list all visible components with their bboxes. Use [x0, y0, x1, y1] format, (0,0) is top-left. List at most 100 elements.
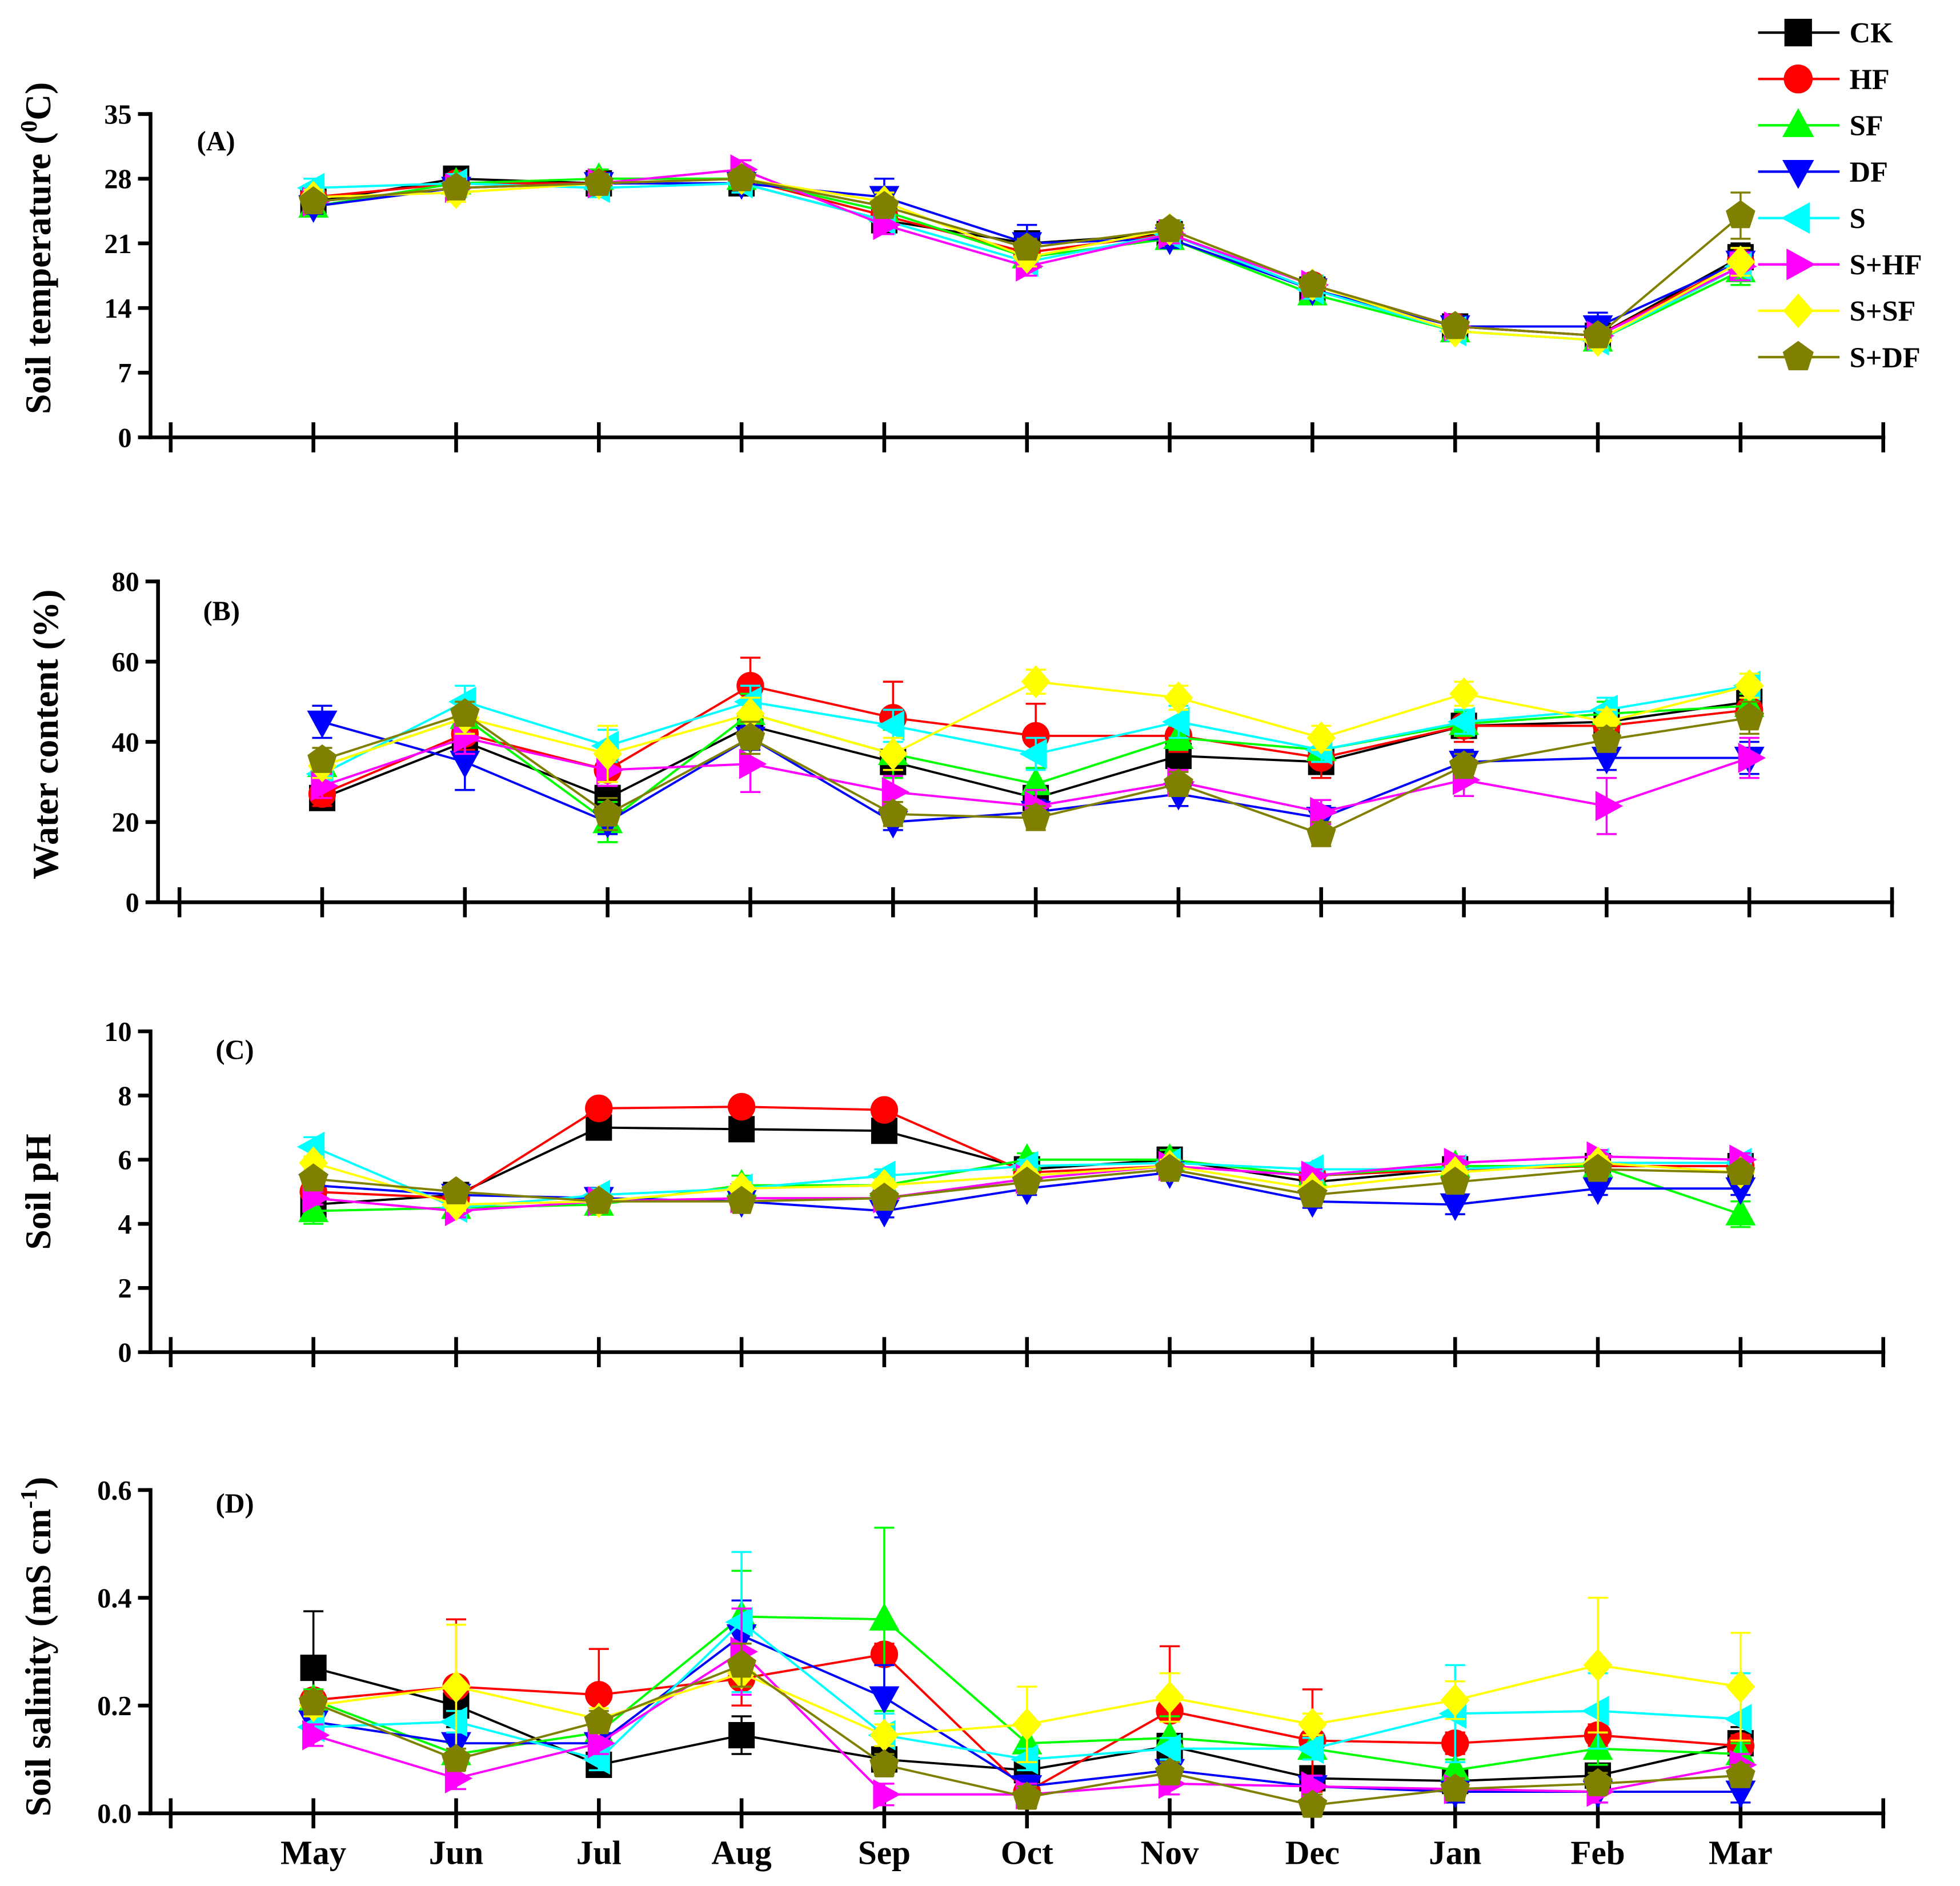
- data-point-hf-jul: [585, 1094, 613, 1123]
- panel-d: 0.0 0.2 0.4 0.6 May Jun Jul Aug Sep Oct Nov Dec Jan F…: [16, 1476, 1886, 1872]
- panel-c: 0 2 4 6 8 10 (C) Soil pH: [18, 1017, 1886, 1368]
- data-point-s-plus-hf-jun: [454, 722, 482, 753]
- legend-marker-df: [1782, 159, 1814, 189]
- y-axis-label-superscript: -1: [16, 1489, 42, 1509]
- data-point-df-feb: [1591, 746, 1622, 775]
- y-tick-label: 0.2: [97, 1691, 131, 1721]
- x-tick-label-aug: Aug: [711, 1834, 772, 1872]
- y-tick-label: 28: [104, 165, 131, 195]
- y-axis-label-part: ): [18, 1477, 58, 1489]
- data-point-df-sep: [869, 1686, 900, 1714]
- legend-entry-s: S: [1758, 202, 1866, 234]
- data-point-s-plus-df-aug: [727, 163, 756, 191]
- data-point-s-plus-sf-jun: [442, 1670, 471, 1703]
- legend-entry-sf: SF: [1758, 108, 1883, 142]
- data-point-s-plus-sf-aug: [736, 697, 765, 731]
- x-tick-label-feb: Feb: [1570, 1834, 1625, 1872]
- legend-marker-sf: [1782, 108, 1814, 137]
- legend-label-s-plus-sf: S+SF: [1850, 295, 1916, 327]
- data-point-s-plus-df-feb: [1583, 1768, 1613, 1796]
- x-tick-label-may: May: [280, 1834, 347, 1872]
- data-point-s-plus-df-may: [298, 1163, 328, 1192]
- legend-entry-s-plus-sf: S+SF: [1758, 293, 1916, 329]
- series-s-plus-df: [298, 163, 1755, 349]
- data-point-s-plus-df-jun: [441, 1744, 471, 1772]
- data-point-s-plus-hf-may: [302, 1720, 330, 1751]
- data-point-s-plus-sf-feb: [1592, 705, 1621, 739]
- data-point-s-plus-df-may: [298, 186, 328, 215]
- data-point-s-plus-df-oct: [1012, 232, 1042, 261]
- data-point-s-nov: [1153, 1733, 1181, 1764]
- x-tick-label-jun: Jun: [429, 1834, 484, 1872]
- data-point-s-mar: [1724, 1704, 1752, 1735]
- data-point-s-plus-hf-jul: [587, 1728, 616, 1759]
- y-tick-label: 10: [104, 1017, 131, 1047]
- series-s-plus-df: [298, 1642, 1755, 1818]
- x-tick-label-sep: Sep: [858, 1834, 911, 1872]
- y-tick-label: 0.6: [97, 1476, 131, 1506]
- y-tick-label: 80: [112, 567, 139, 598]
- data-point-s-plus-df-oct: [1021, 802, 1051, 831]
- y-tick-label: 6: [118, 1146, 131, 1176]
- data-point-s-plus-df-nov: [1155, 1757, 1185, 1786]
- data-point-s-plus-hf-mar: [1738, 743, 1766, 774]
- y-axis-label: Soil salinity (mS cm-1): [16, 1477, 58, 1817]
- x-tick-label-nov: Nov: [1141, 1834, 1199, 1872]
- data-point-sf-mar: [1725, 1198, 1756, 1226]
- y-tick-label: 8: [118, 1081, 131, 1111]
- y-axis-label-part: Soil temperature (: [18, 133, 58, 414]
- legend-label-s-plus-df: S+DF: [1850, 342, 1921, 374]
- data-point-s-plus-df-nov: [1155, 1154, 1185, 1182]
- data-point-s-dec: [1296, 1733, 1324, 1764]
- series-s-plus-df: [307, 698, 1765, 847]
- y-tick-label: 2: [118, 1274, 131, 1304]
- data-point-sf-jan: [1440, 1753, 1470, 1781]
- data-point-s-plus-sf-oct: [1021, 665, 1051, 698]
- y-axis-label-superscript: 0: [16, 121, 42, 133]
- legend-label-s: S: [1850, 202, 1866, 234]
- y-axis-label: Soil pH: [18, 1134, 58, 1250]
- x-tick-label-oct: Oct: [1001, 1834, 1053, 1872]
- data-point-s-plus-df-jan: [1449, 750, 1479, 779]
- legend-label-hf: HF: [1850, 63, 1890, 95]
- panel-label: (A): [197, 126, 235, 157]
- legend-entry-df: DF: [1758, 156, 1888, 189]
- data-point-df-feb: [1582, 1177, 1613, 1206]
- legend-entry-ck: CK: [1758, 17, 1893, 49]
- data-point-s-plus-df-sep: [869, 1182, 899, 1211]
- data-point-s-plus-hf-dec: [1310, 796, 1338, 827]
- data-point-s-plus-sf-jan: [1440, 1683, 1470, 1717]
- y-axis-label-part: Water content (%): [25, 590, 66, 879]
- data-point-s-plus-sf-sep: [869, 1719, 899, 1752]
- data-point-s-plus-sf-oct: [1012, 1708, 1042, 1741]
- data-point-hf-jul: [585, 1681, 613, 1709]
- y-tick-label: 0.0: [97, 1799, 131, 1829]
- data-point-sf-may: [298, 1194, 329, 1223]
- y-tick-label: 60: [112, 647, 139, 678]
- data-point-s-plus-df-sep: [878, 798, 908, 827]
- data-point-s-plus-hf-feb: [1595, 791, 1624, 822]
- data-point-s-plus-sf-mar: [1726, 245, 1755, 279]
- data-point-s-plus-sf-mar: [1726, 1670, 1755, 1703]
- legend-label-df: DF: [1850, 156, 1888, 188]
- y-tick-label: 20: [112, 808, 139, 838]
- y-tick-label: 21: [104, 229, 131, 259]
- legend-entry-s-plus-df: S+DF: [1758, 341, 1921, 374]
- y-tick-label: 35: [104, 99, 131, 130]
- data-point-s-plus-sf-nov: [1164, 681, 1193, 715]
- y-tick-label: 40: [112, 727, 139, 758]
- data-point-s-plus-hf-aug: [739, 748, 767, 779]
- data-point-s-plus-df-feb: [1583, 320, 1613, 349]
- data-point-s-plus-df-may: [298, 1687, 328, 1716]
- data-point-s-plus-sf-jul: [593, 737, 622, 771]
- panel-b: 0 20 40 60 80 (B) Water content (%): [25, 567, 1894, 918]
- data-point-sf-oct: [1020, 767, 1051, 795]
- data-point-s-nov: [1162, 706, 1190, 737]
- legend-label-ck: CK: [1850, 17, 1893, 49]
- data-point-s-plus-df-dec: [1297, 1789, 1328, 1818]
- y-tick-label: 0: [126, 888, 139, 918]
